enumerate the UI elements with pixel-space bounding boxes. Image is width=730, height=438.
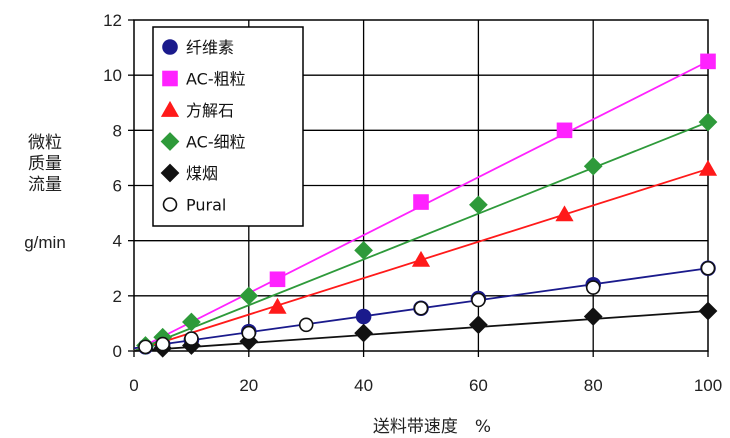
legend-entry-label: 纤维素 [186,38,234,57]
data-point [413,194,429,210]
data-point [583,156,603,176]
y-tick-label: 4 [113,232,122,251]
x-tick-label: 20 [239,376,258,395]
series-group [133,159,718,352]
data-point [700,260,716,276]
data-point [413,300,429,316]
y-axis-label-line-1: 微粒 [28,133,62,153]
legend-entry-label: 方解石 [186,101,234,120]
data-point [471,292,486,308]
series-layer [133,53,718,358]
x-tick-label: 80 [584,376,603,395]
data-point [555,205,574,222]
data-point [182,312,201,332]
x-tick-label: 0 [129,376,138,395]
legend-entry-label: AC-细粒 [186,133,246,152]
y-tick-label: 10 [103,66,122,85]
y-axis-label-line-3: 流量 [28,175,62,195]
series-group [133,53,716,352]
legend-entry-label: Pural [186,196,226,215]
data-point [298,317,314,333]
series-group [138,260,716,355]
data-point [239,331,259,351]
legend-box [152,26,304,227]
data-point [354,323,373,343]
data-point [469,195,488,215]
data-point [239,286,259,306]
y-tick-label: 0 [113,342,122,361]
data-point [269,271,286,288]
data-point [268,297,287,314]
y-tick-label: 6 [113,177,122,196]
series-group [133,301,718,358]
data-point [698,301,718,321]
data-point [469,315,488,335]
legend-marker [160,132,180,151]
data-point [354,240,373,260]
x-axis-label: 送料带速度 % [373,417,491,437]
axis-labels: 微粒 质量 流量 g/min 送料带速度 % [24,133,491,437]
legend-marker [162,197,178,212]
y-axis-label-line-2: 质量 [28,154,62,174]
legend-marker [162,39,178,55]
data-point [138,339,153,355]
series-trend-line [133,121,709,352]
y-axis-unit: g/min [24,233,66,252]
data-point [556,122,573,139]
data-point [700,53,716,70]
x-tick-label: 40 [354,376,373,395]
data-point [698,159,718,176]
x-tick-label: 100 [694,376,722,395]
data-point [583,307,603,326]
data-point [585,280,601,295]
series-trend-line [133,310,709,352]
legend-entry-label: AC-粗粒 [186,70,246,89]
x-tick-label: 60 [469,376,488,395]
legend-entry-label: 煤烟 [186,164,218,183]
data-point [184,331,199,346]
ticks: 0 20 40 60 80 100 0 2 4 6 8 10 12 [103,11,722,395]
data-point [241,325,257,341]
legend-marker [162,70,178,87]
data-point [698,112,718,132]
data-point [411,250,431,267]
y-tick-label: 12 [103,11,122,30]
y-tick-label: 8 [113,121,122,140]
data-point [355,308,372,325]
legend-marker [160,163,180,183]
y-tick-label: 2 [113,287,122,306]
data-point [155,336,170,352]
legend-marker [160,100,180,117]
